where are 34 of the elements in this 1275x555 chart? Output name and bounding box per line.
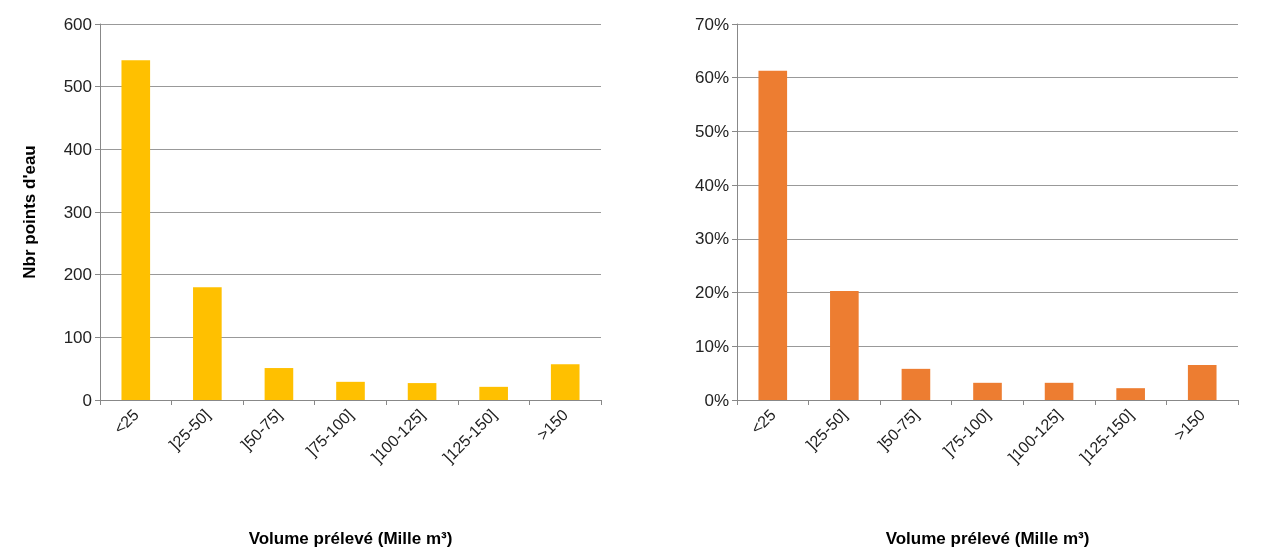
y-axis-title: Nbr points d'eau: [20, 145, 39, 279]
bar: [121, 60, 151, 400]
y-tick-label: 70%: [694, 14, 729, 34]
x-tick-label: <25: [110, 405, 142, 438]
y-tick-label: 400: [63, 139, 92, 159]
y-tick-label: 100: [63, 327, 92, 347]
bar: [1187, 365, 1217, 400]
y-tick-label: 0%: [704, 390, 729, 410]
y-tick-label: 500: [63, 77, 92, 97]
y-tick-label: 10%: [694, 336, 729, 356]
y-tick-label: 20%: [694, 283, 729, 303]
y-tick-label: 200: [63, 265, 92, 285]
bar: [830, 290, 859, 400]
y-tick-label: 0: [82, 390, 92, 410]
y-tick-label: 600: [63, 14, 92, 34]
y-tick-label: 300: [63, 202, 92, 222]
x-axis-title: Volume prélevé (Mille m³): [248, 529, 453, 548]
y-tick-label: 30%: [694, 229, 729, 249]
bar: [479, 386, 508, 400]
y-tick-label: 60%: [694, 68, 729, 88]
y-tick-label: 50%: [694, 121, 729, 141]
x-axis-title: Volume prélevé (Mille m³): [885, 529, 1090, 548]
bar: [264, 368, 294, 400]
bar: [407, 383, 437, 400]
bar: [973, 382, 1002, 400]
bar: [336, 381, 365, 400]
bar: [758, 70, 788, 400]
bar: [550, 364, 580, 400]
bar: [193, 287, 222, 400]
y-tick-label: 40%: [694, 175, 729, 195]
bar: [901, 368, 931, 400]
bar: [1116, 388, 1145, 400]
bar: [1044, 382, 1074, 400]
x-tick-label: <25: [747, 405, 779, 438]
